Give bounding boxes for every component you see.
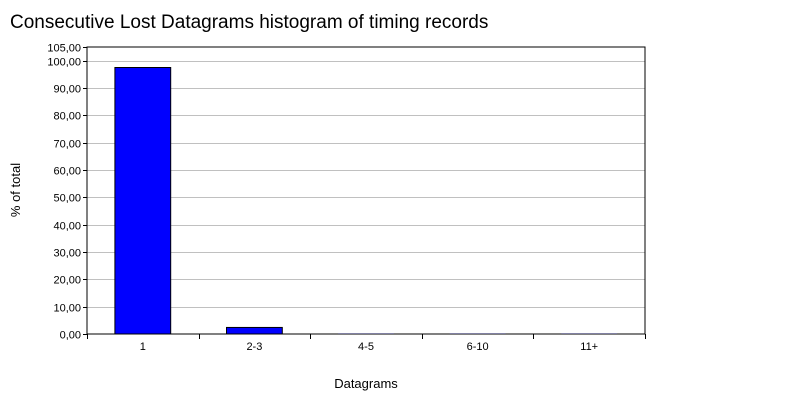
y-tick-label: 90,00 <box>53 84 81 96</box>
y-axis-title: % of total <box>8 163 23 217</box>
y-tick-label: 10,00 <box>53 303 81 315</box>
y-tick-label: 60,00 <box>53 166 81 178</box>
x-tick-label: 4-5 <box>358 341 374 353</box>
y-tick-label: 80,00 <box>53 111 81 123</box>
y-tick-label: 20,00 <box>53 275 81 287</box>
y-tick-label: 30,00 <box>53 248 81 260</box>
axes: 0,00 10,00 20,00 30,00 40,00 50,00 60,00 70,00 8… <box>47 43 646 353</box>
y-tick-label: 50,00 <box>53 193 81 205</box>
x-tick-label: 11+ <box>580 341 598 353</box>
chart-title: Consecutive Lost Datagrams histogram of … <box>10 12 489 33</box>
x-axis-title: Datagrams <box>334 376 398 391</box>
x-tick-label: 2-3 <box>246 341 262 353</box>
bars <box>114 67 618 335</box>
x-tick-label: 6-10 <box>467 341 489 353</box>
bar-1 <box>114 67 172 335</box>
gridlines <box>87 61 645 308</box>
x-tick-label: 1 <box>140 341 146 353</box>
y-tick-label: 70,00 <box>53 139 81 151</box>
y-tick-label: 40,00 <box>53 221 81 233</box>
bar-2-3 <box>226 326 283 335</box>
y-tick-label: 100,00 <box>47 57 81 69</box>
y-tick-label: 105,00 <box>47 43 81 55</box>
y-tick-label: 0,00 <box>60 330 81 342</box>
